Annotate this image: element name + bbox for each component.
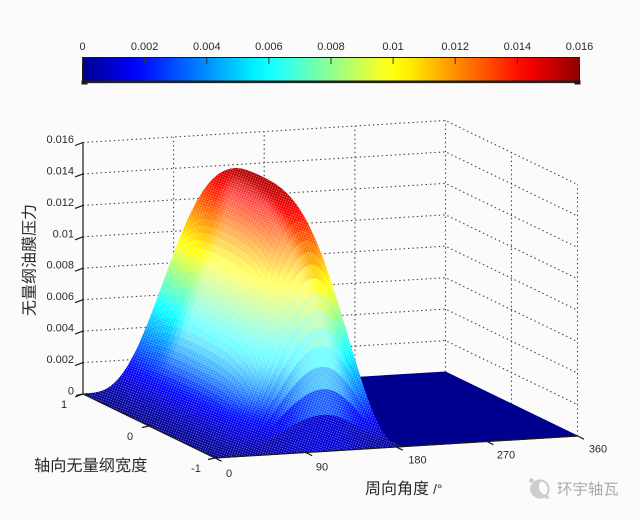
svg-text:0.006: 0.006	[255, 41, 283, 53]
svg-text:360: 360	[589, 444, 607, 456]
svg-text:0.016: 0.016	[46, 134, 74, 146]
svg-text:0.008: 0.008	[317, 41, 345, 53]
svg-text:/°: /°	[433, 481, 443, 497]
svg-text:0: 0	[226, 468, 232, 480]
svg-text:270: 270	[497, 450, 515, 462]
svg-text:0.006: 0.006	[46, 291, 74, 303]
svg-text:0.014: 0.014	[46, 165, 74, 177]
svg-text:0.002: 0.002	[131, 41, 159, 53]
svg-text:0.01: 0.01	[382, 41, 403, 53]
svg-text:0.008: 0.008	[46, 260, 74, 272]
svg-text:0: 0	[127, 431, 133, 443]
svg-text:0.014: 0.014	[504, 41, 532, 53]
svg-text:0: 0	[68, 386, 74, 398]
svg-text:0.012: 0.012	[441, 41, 469, 53]
svg-text:0.004: 0.004	[46, 323, 74, 335]
svg-text:180: 180	[408, 455, 426, 467]
svg-text:0.01: 0.01	[53, 228, 74, 240]
svg-text:90: 90	[316, 462, 328, 474]
svg-text:0: 0	[79, 41, 85, 53]
svg-text:1: 1	[61, 399, 67, 411]
svg-text:0.004: 0.004	[193, 41, 221, 53]
svg-text:0.016: 0.016	[566, 41, 594, 53]
svg-text:0.002: 0.002	[46, 354, 74, 366]
svg-text:0.012: 0.012	[46, 197, 74, 209]
svg-text:-1: -1	[191, 463, 201, 475]
